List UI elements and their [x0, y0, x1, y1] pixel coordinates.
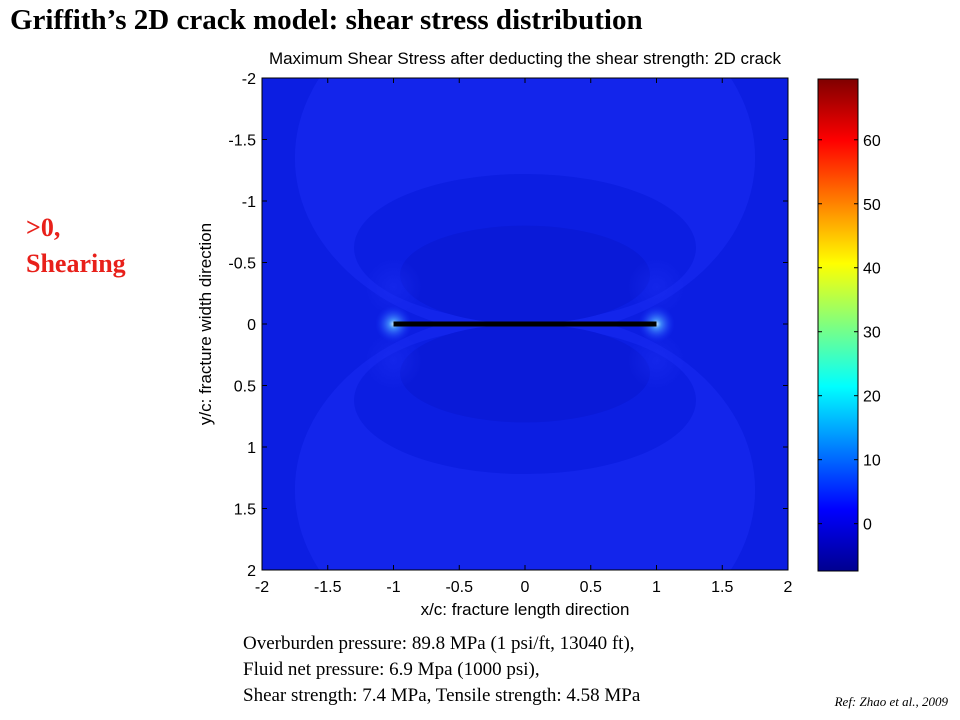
chart-title: Maximum Shear Stress after deducting the…: [269, 49, 782, 68]
colorbar-tick-label: 30: [863, 325, 881, 342]
x-tick-label: 2: [784, 579, 793, 596]
colorbar-ticks: 0 10 20 30 40 50 60: [818, 133, 881, 534]
colorbar-tick-label: 40: [863, 261, 881, 278]
y-tick-label: 0: [247, 317, 256, 334]
param-overburden: Overburden pressure: 89.8 MPa (1 psi/ft,…: [243, 633, 635, 654]
y-tick-label: -1.5: [228, 133, 256, 150]
simulation-parameters: Overburden pressure: 89.8 MPa (1 psi/ft,…: [243, 631, 640, 709]
heatmap-plot-area: [262, 78, 788, 570]
slide-title: Griffith’s 2D crack model: shear stress …: [10, 4, 643, 36]
tip-lobe: [627, 331, 686, 390]
stress-field-contours: [294, 78, 756, 570]
y-tick-label: 1: [247, 440, 256, 457]
side-note-line-2: Shearing: [26, 249, 126, 278]
colorbar-tick-label: 10: [863, 453, 881, 470]
x-tick-label: -1: [386, 579, 400, 596]
side-note-line-1: >0,: [26, 213, 61, 242]
x-tick-label: 0.5: [580, 579, 602, 596]
x-tick-label: -1.5: [314, 579, 342, 596]
x-axis: -2 -1.5 -1 -0.5 0 0.5 1 1.5 2: [255, 78, 793, 596]
stress-contour: [400, 225, 650, 324]
y-tick-label: 2: [247, 563, 256, 580]
y-tick-label: -2: [242, 71, 256, 88]
tip-lobe: [627, 258, 686, 317]
y-axis: -2 -1.5 -1 -0.5 0 0.5 1 1.5 2: [228, 71, 788, 580]
colorbar-tick-label: 20: [863, 389, 881, 406]
colorbar: [817, 78, 859, 572]
y-tick-label: -0.5: [228, 256, 256, 273]
y-tick-label: 0.5: [234, 379, 256, 396]
colorbar-tick-label: 0: [863, 517, 872, 534]
x-tick-label: -2: [255, 579, 269, 596]
y-axis-label: y/c: fracture width direction: [196, 223, 215, 425]
x-tick-label: 1.5: [711, 579, 733, 596]
x-axis-label: x/c: fracture length direction: [421, 600, 630, 619]
colorbar-tick-label: 60: [863, 133, 881, 150]
y-tick-label: 1.5: [234, 502, 256, 519]
x-tick-label: 1: [652, 579, 661, 596]
shearing-annotation: >0, Shearing: [26, 210, 126, 282]
x-tick-label: 0: [521, 579, 530, 596]
tip-lobe: [364, 258, 423, 317]
colorbar-tick-label: 50: [863, 197, 881, 214]
tip-lobe: [364, 331, 423, 390]
param-fluid-pressure: Fluid net pressure: 6.9 Mpa (1000 psi),: [243, 659, 540, 680]
reference-citation: Ref: Zhao et al., 2009: [834, 694, 948, 709]
stress-contour: [400, 324, 650, 423]
param-strength: Shear strength: 7.4 MPa, Tensile strengt…: [243, 685, 641, 706]
x-tick-label: -0.5: [445, 579, 473, 596]
y-tick-label: -1: [242, 194, 256, 211]
